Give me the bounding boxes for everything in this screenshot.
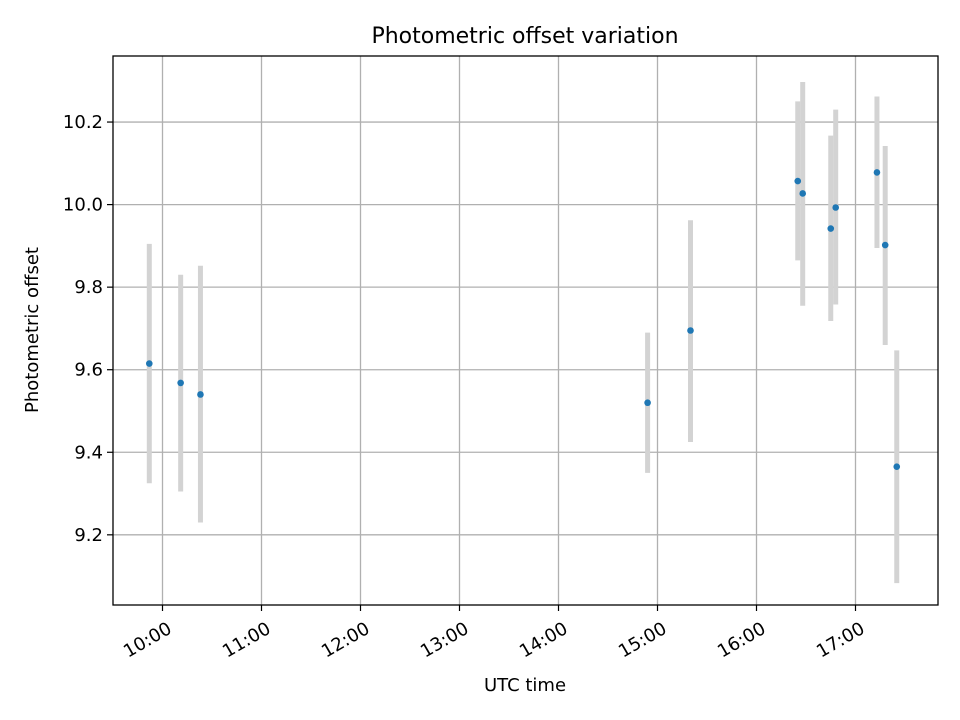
data-point	[832, 204, 839, 211]
point-layer	[146, 169, 901, 471]
x-tick-label: 15:00	[615, 618, 670, 662]
grid-layer	[113, 56, 938, 605]
data-point	[799, 190, 806, 197]
x-tick-label: 12:00	[318, 618, 373, 662]
y-axis: 9.2 9.4 9.6 9.8 10.0 10.2	[63, 112, 113, 546]
data-point	[146, 360, 153, 367]
x-tick-label: 14:00	[516, 618, 571, 662]
y-tick-label: 10.0	[63, 195, 103, 216]
data-point	[827, 225, 835, 232]
y-tick-label: 9.6	[74, 360, 103, 381]
x-tick-label: 17:00	[813, 618, 868, 662]
y-tick-label: 10.2	[63, 112, 103, 133]
chart-title: Photometric offset variation	[371, 24, 678, 49]
x-axis: 10:00 11:00 12:00 13:00 14:00 15:00 16:00 17:00	[120, 605, 868, 662]
data-point	[873, 169, 881, 176]
data-point	[794, 177, 802, 185]
y-tick-label: 9.2	[74, 525, 103, 546]
y-axis-label: Photometric offset	[22, 247, 43, 413]
x-tick-label: 10:00	[120, 618, 175, 662]
y-tick-label: 9.8	[74, 277, 103, 298]
data-point	[687, 327, 694, 334]
x-tick-label: 13:00	[417, 618, 472, 662]
data-point	[197, 391, 204, 398]
x-axis-label: UTC time	[484, 675, 566, 696]
x-tick-label: 11:00	[219, 618, 274, 662]
data-point	[177, 379, 184, 387]
data-point	[893, 463, 901, 471]
x-tick-label: 16:00	[714, 618, 769, 662]
data-point	[644, 399, 651, 407]
plot-frame	[112, 55, 939, 606]
data-point	[881, 241, 889, 249]
y-tick-label: 9.4	[74, 442, 103, 463]
